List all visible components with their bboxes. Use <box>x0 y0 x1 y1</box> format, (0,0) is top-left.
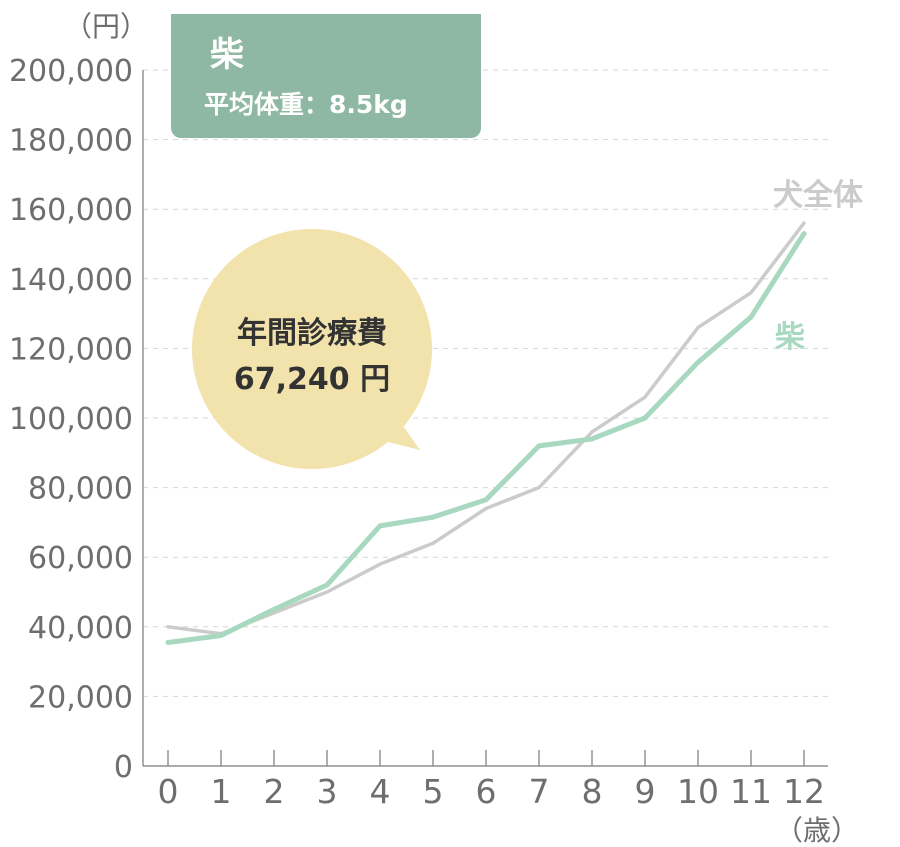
y-tick-label: 120,000 <box>9 332 133 367</box>
x-tick-label: 11 <box>730 772 772 811</box>
x-tick-label: 5 <box>423 772 444 811</box>
y-tick-label: 20,000 <box>28 680 133 715</box>
y-tick-label: 100,000 <box>9 402 133 437</box>
y-tick-label: 180,000 <box>9 124 133 159</box>
y-tick-label: 200,000 <box>9 54 133 89</box>
x-tick-label: 9 <box>635 772 656 811</box>
x-tick-label: 3 <box>317 772 338 811</box>
y-tick-label: 0 <box>114 750 133 785</box>
x-tick-label: 6 <box>476 772 497 811</box>
breed-badge: 柴 平均体重：8.5kg <box>171 14 481 138</box>
x-tick-label: 10 <box>677 772 719 811</box>
series-label-shiba: 柴 <box>775 320 805 355</box>
breed-badge-weight: 平均体重：8.5kg <box>204 90 408 119</box>
y-unit-label: （円） <box>64 10 148 43</box>
series-line-all-dogs <box>166 221 806 636</box>
x-unit-label: （歳） <box>775 814 859 847</box>
annual-cost-bubble: 年間診療費 67,240 円 <box>192 229 432 469</box>
series-label-all-dogs: 犬全体 <box>773 178 864 213</box>
series-lines <box>165 221 807 645</box>
x-tick-label: 8 <box>582 772 603 811</box>
bubble-circle <box>192 229 432 469</box>
x-tick-label: 12 <box>783 772 825 811</box>
y-tick-label: 140,000 <box>9 263 133 298</box>
x-tick-label: 4 <box>370 772 391 811</box>
series-line-shiba <box>165 231 807 645</box>
x-tick-label: 1 <box>211 772 232 811</box>
y-tick-label: 60,000 <box>28 541 133 576</box>
x-tick-labels: 0 1 2 3 4 5 6 7 8 9 10 11 12 <box>158 750 825 811</box>
bubble-tail <box>380 410 420 450</box>
bubble-amount: 67,240 円 <box>234 362 390 397</box>
breed-badge-title: 柴 <box>210 35 244 75</box>
breed-badge-background <box>171 14 481 138</box>
y-tick-labels: 0 20,000 40,000 60,000 80,000 100,000 120,000 1… <box>9 54 133 785</box>
bubble-title: 年間診療費 <box>237 316 387 351</box>
y-tick-label: 160,000 <box>9 193 133 228</box>
y-tick-label: 80,000 <box>28 472 133 507</box>
x-tick-label: 0 <box>158 772 179 811</box>
y-tick-label: 40,000 <box>28 611 133 646</box>
x-tick-label: 2 <box>264 772 285 811</box>
x-tick-label: 7 <box>529 772 550 811</box>
